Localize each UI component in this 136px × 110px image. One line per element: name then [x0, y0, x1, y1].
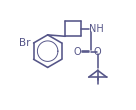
Text: O: O — [73, 47, 81, 57]
Text: O: O — [94, 47, 101, 57]
Text: Br: Br — [19, 38, 31, 48]
Text: NH: NH — [89, 24, 104, 34]
